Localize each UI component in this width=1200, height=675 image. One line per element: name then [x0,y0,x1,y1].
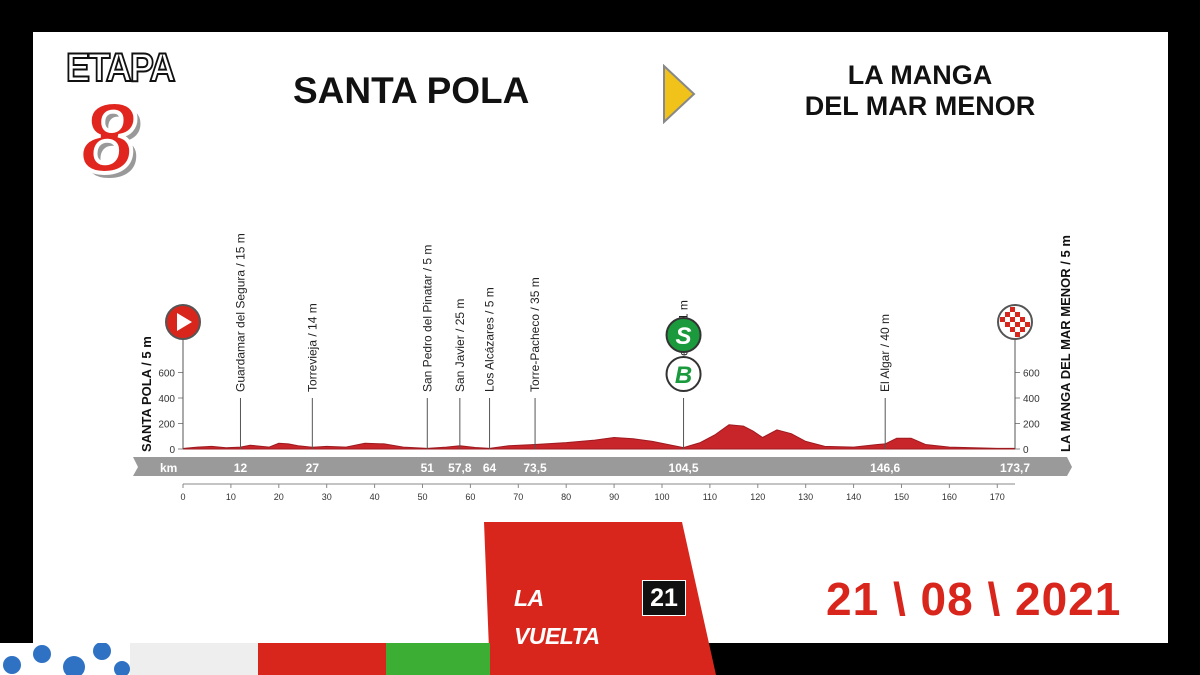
y-tick-label-left: 0 [169,445,175,456]
waypoint-km: 51 [421,461,435,475]
sprint-s-icon [665,317,702,353]
stage-word: ETAPA [65,45,176,91]
x-tick-label: 70 [513,492,523,502]
white-jersey [130,643,260,675]
x-tick-label: 140 [846,492,861,502]
direction-arrow-icon [663,64,696,124]
stage-profile-chart: 0 0 200 200 400 400 600 600 km 0 10 20 30 40 50 60 70 80 9… [133,233,1073,502]
y-tick-label-left: 400 [158,394,175,405]
waypoint-label: El Algar / 40 m [878,314,892,392]
y-tick-label-right: 600 [1023,369,1040,380]
x-tick-label: 130 [798,492,813,502]
start-altitude-label: SANTA POLA / 5 m [139,336,154,452]
y-tick-label-right: 0 [1023,445,1029,456]
finish-city-line2: DEL MAR MENOR [804,91,1036,121]
checker-cell [1015,332,1020,337]
bonus-b-icon [665,356,702,392]
y-tick-label-left: 200 [158,420,175,431]
checker-cell [1020,327,1025,332]
logo-text: LA VUELTA [514,585,600,649]
red-jersey [258,643,388,675]
x-tick-label: 160 [942,492,957,502]
bonus-letter: B [675,362,692,389]
x-tick-label: 0 [180,492,185,502]
waypoint-km: 173,7 [1000,461,1030,475]
waypoint-km: 73,5 [523,461,547,475]
waypoint-km: 146,6 [870,461,900,475]
x-tick-label: 120 [750,492,765,502]
x-tick-label: 30 [322,492,332,502]
checker-cell [1015,322,1020,327]
checker-cell [1005,322,1010,327]
x-tick-label: 80 [561,492,571,502]
km-label: km [160,461,177,475]
waypoint-label: San Pedro del Pinatar / 5 m [420,245,434,392]
x-tick-label: 20 [274,492,284,502]
elevation-area [182,424,1016,450]
waypoint-label: Guardamar del Segura / 15 m [233,233,247,392]
y-tick-label-left: 600 [158,369,175,380]
x-tick-label: 100 [654,492,669,502]
start-city: SANTA POLA [293,70,530,111]
checker-cell [1010,327,1015,332]
waypoint-km: 104,5 [669,461,699,475]
polka-dot-jersey [0,643,130,675]
y-tick-label-right: 200 [1023,420,1040,431]
checker-cell [1010,307,1015,312]
x-tick-label: 60 [465,492,475,502]
stage-number: 8 [78,82,138,194]
waypoint-label: Los Alcázares / 5 m [483,287,497,392]
waypoint-label: Torre-Pacheco / 35 m [528,277,542,392]
checker-cell [1005,312,1010,317]
finish-city: LA MANGA DEL MAR MENOR [790,60,1050,122]
logo-year: 21 [642,580,686,616]
x-tick-label: 170 [990,492,1005,502]
waypoint-label: Torrevieja / 14 m [305,303,319,392]
x-tick-label: 50 [417,492,427,502]
y-tick-label-right: 400 [1023,394,1040,405]
checker-cell [1025,322,1030,327]
waypoint-km: 12 [234,461,248,475]
checker-cell [1015,312,1020,317]
finish-city-line1: LA MANGA [847,60,993,90]
waypoint-km: 27 [306,461,320,475]
waypoint-label: San Javier / 25 m [453,299,467,392]
green-jersey [386,643,490,675]
x-tick-label: 90 [609,492,619,502]
x-tick-label: 110 [703,492,717,502]
finish-altitude-label: LA MANGA DEL MAR MENOR / 5 m [1058,235,1073,452]
checker-cell [1010,317,1015,322]
km-bar [133,457,1072,476]
checker-cell [1020,317,1025,322]
start-play-triangle [177,313,192,331]
x-tick-label: 10 [226,492,236,502]
x-tick-label: 40 [370,492,380,502]
la-vuelta-logo: LA VUELTA 21 [514,579,686,649]
sprint-letter: S [676,323,692,350]
x-tick-label: 150 [894,492,909,502]
stage-date: 21 \ 08 \ 2021 [826,573,1122,625]
jersey-strip [0,643,1200,675]
waypoint-km: 57,8 [448,461,472,475]
waypoint-km: 64 [483,461,497,475]
checker-cell [1000,317,1005,322]
